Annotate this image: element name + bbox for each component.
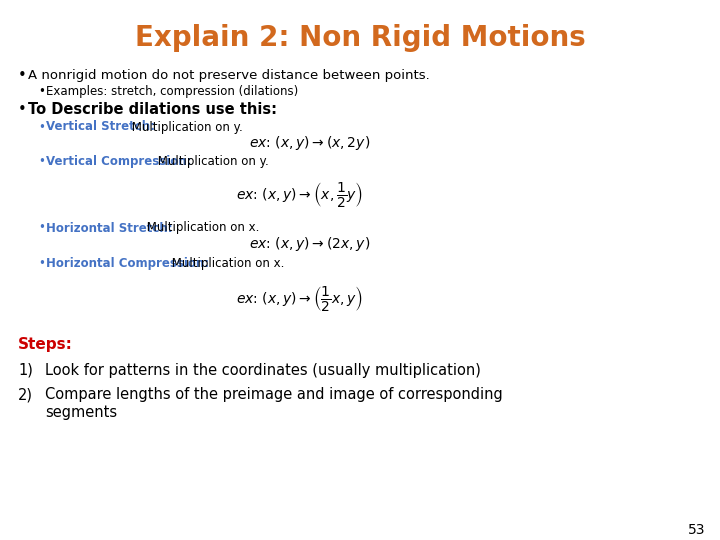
Text: •: • bbox=[38, 221, 45, 234]
Text: Vertical Compression:: Vertical Compression: bbox=[46, 156, 192, 168]
Text: Multiplication on y.: Multiplication on y. bbox=[154, 156, 269, 168]
Text: Horizontal Stretch:: Horizontal Stretch: bbox=[46, 221, 173, 234]
Text: 1): 1) bbox=[18, 362, 33, 377]
Text: •: • bbox=[38, 256, 45, 269]
Text: Multiplication on x.: Multiplication on x. bbox=[143, 221, 259, 234]
Text: •: • bbox=[38, 84, 45, 98]
Text: Multiplication on x.: Multiplication on x. bbox=[168, 256, 284, 269]
Text: 2): 2) bbox=[18, 388, 33, 402]
Text: 53: 53 bbox=[688, 523, 705, 537]
Text: Multiplication on y.: Multiplication on y. bbox=[128, 120, 243, 133]
Text: •: • bbox=[18, 103, 27, 118]
Text: •: • bbox=[38, 156, 45, 168]
Text: •: • bbox=[18, 68, 27, 83]
Text: Steps:: Steps: bbox=[18, 338, 73, 353]
Text: •: • bbox=[38, 120, 45, 133]
Text: $\mathit{ex}$: $(\mathit{x,y}) \rightarrow (\mathit{x}, 2\mathit{y})$: $\mathit{ex}$: $(\mathit{x,y}) \rightarr… bbox=[249, 134, 371, 152]
Text: Compare lengths of the preimage and image of corresponding: Compare lengths of the preimage and imag… bbox=[45, 388, 503, 402]
Text: Explain 2: Non Rigid Motions: Explain 2: Non Rigid Motions bbox=[135, 24, 585, 52]
Text: Look for patterns in the coordinates (usually multiplication): Look for patterns in the coordinates (us… bbox=[45, 362, 481, 377]
Text: Examples: stretch, compression (dilations): Examples: stretch, compression (dilation… bbox=[46, 84, 298, 98]
Text: A nonrigid motion do not preserve distance between points.: A nonrigid motion do not preserve distan… bbox=[28, 69, 430, 82]
Text: $\mathit{ex}$: $(\mathit{x,y}) \rightarrow \left(\dfrac{1}{2}\mathit{x}, \mathit: $\mathit{ex}$: $(\mathit{x,y}) \rightarr… bbox=[236, 284, 364, 313]
Text: segments: segments bbox=[45, 406, 117, 421]
Text: $\mathit{ex}$: $(\mathit{x,y}) \rightarrow \left(\mathit{x},\dfrac{1}{2}\mathit{: $\mathit{ex}$: $(\mathit{x,y}) \rightarr… bbox=[236, 180, 364, 210]
Text: Vertical Stretch:: Vertical Stretch: bbox=[46, 120, 155, 133]
Text: $\mathit{ex}$: $(\mathit{x,y}) \rightarrow (2\mathit{x}, \mathit{y})$: $\mathit{ex}$: $(\mathit{x,y}) \rightarr… bbox=[249, 235, 371, 253]
Text: To Describe dilations use this:: To Describe dilations use this: bbox=[28, 103, 277, 118]
Text: Horizontal Compression:: Horizontal Compression: bbox=[46, 256, 209, 269]
